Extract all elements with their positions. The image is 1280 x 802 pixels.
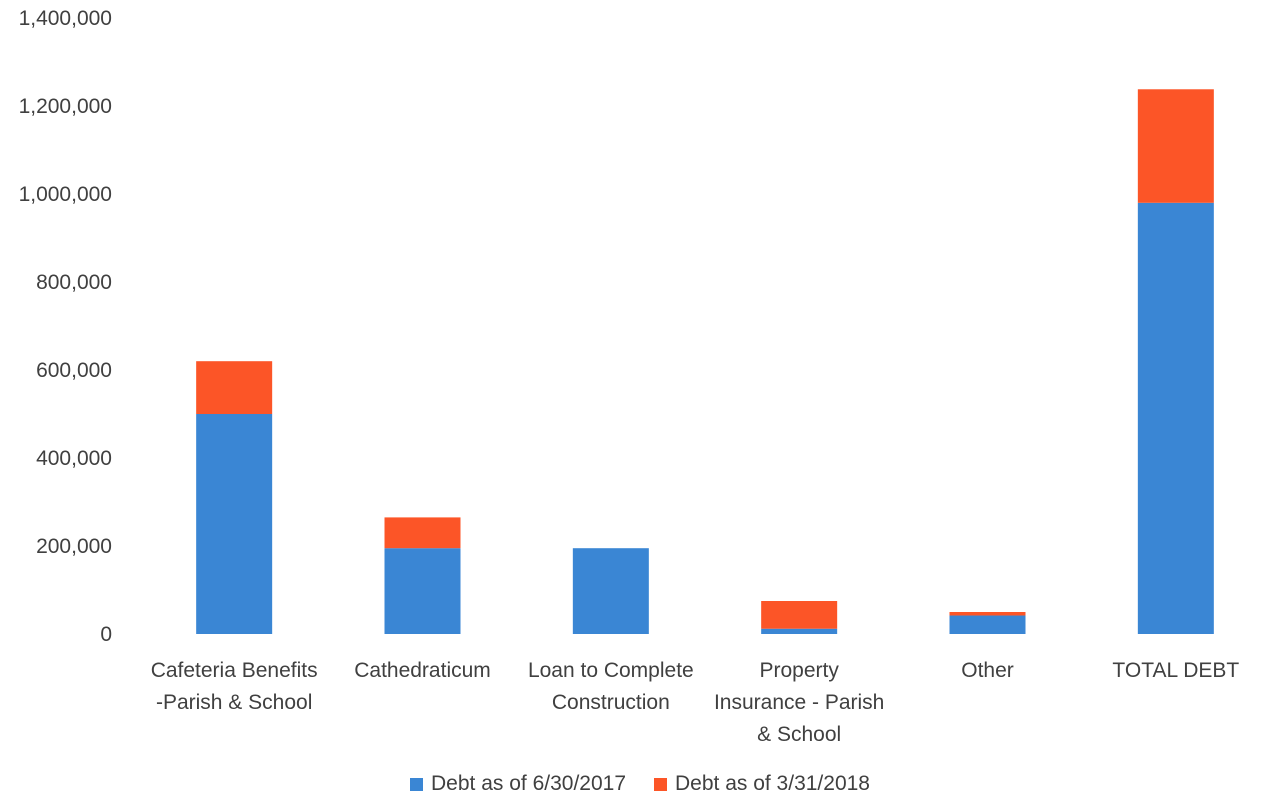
y-tick-label: 1,200,000: [19, 95, 112, 118]
x-tick-label: Other: [961, 659, 1014, 682]
y-axis: 0 200,000 400,000 600,000 800,000 1,000,000 1,…: [19, 7, 112, 646]
x-tick-label: Cafeteria Benefits -Parish & School: [151, 659, 318, 714]
x-tick-label: Cathedraticum: [354, 659, 491, 682]
bar-series-1-cat-6: [1137, 202, 1214, 635]
bar-series-2-cat-2: [384, 517, 461, 549]
legend-item-series-1: Debt as of 6/30/2017: [410, 772, 626, 796]
stacked-bar-chart: 0 200,000 400,000 600,000 800,000 1,000,000 1,…: [19, 7, 1240, 746]
legend-label-series-2: Debt as of 3/31/2018: [675, 772, 870, 795]
bar-series-1-cat-5: [949, 615, 1026, 634]
bar-series-1-cat-3: [572, 548, 649, 634]
y-tick-label: 600,000: [36, 359, 112, 382]
y-tick-label: 800,000: [36, 271, 112, 294]
legend: Debt as of 6/30/2017 Debt as of 3/31/201…: [0, 772, 1280, 796]
y-tick-label: 0: [100, 623, 112, 646]
x-tick-label: Property Insurance - Parish & School: [714, 659, 884, 746]
bar-series-2-cat-6: [1137, 89, 1214, 203]
y-tick-label: 1,000,000: [19, 183, 112, 206]
legend-label-series-1: Debt as of 6/30/2017: [431, 772, 626, 795]
bar-series-1-cat-4: [761, 628, 838, 634]
bar-series-1-cat-2: [384, 548, 461, 634]
x-tick-label: Loan to Complete Construction: [528, 659, 694, 714]
legend-item-series-2: Debt as of 3/31/2018: [654, 772, 870, 796]
bar-series-2-cat-4: [761, 601, 838, 629]
legend-swatch-series-1: [410, 777, 424, 791]
legend-swatch-series-2: [654, 777, 667, 791]
x-axis: Cafeteria Benefits -Parish & School Cathed…: [151, 659, 1240, 746]
bar-series-2-cat-5: [949, 612, 1026, 616]
x-tick-label: TOTAL DEBT: [1112, 659, 1239, 682]
bar-series-2-cat-1: [196, 361, 273, 414]
bars: [196, 89, 1214, 635]
y-tick-label: 200,000: [36, 535, 112, 558]
y-tick-label: 400,000: [36, 447, 112, 470]
bar-series-1-cat-1: [196, 414, 273, 634]
y-tick-label: 1,400,000: [19, 7, 112, 30]
